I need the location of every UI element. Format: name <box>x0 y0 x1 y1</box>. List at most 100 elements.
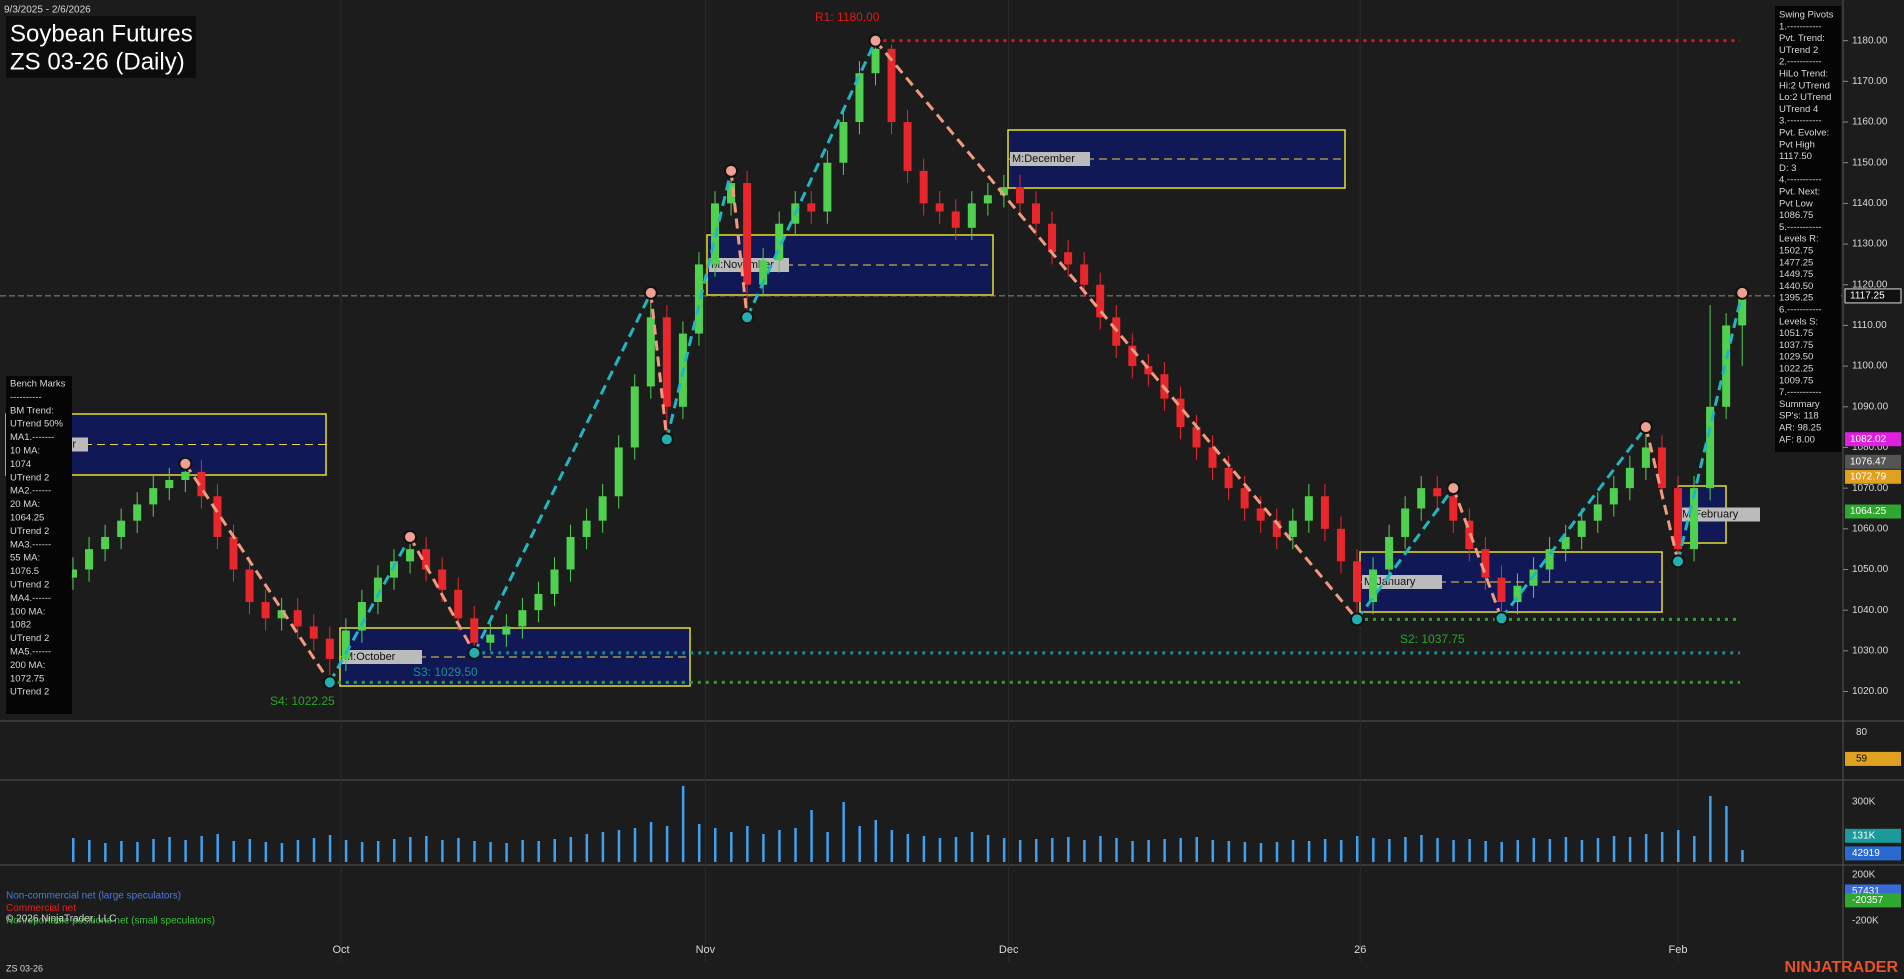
swing-leg <box>649 292 669 440</box>
volume-bar <box>826 832 829 862</box>
candle-body <box>1353 561 1361 603</box>
swing-pivot <box>178 456 193 471</box>
candle-body <box>390 561 398 578</box>
swing-pivot <box>1735 285 1750 300</box>
cot-legend: Commercial net <box>6 903 76 914</box>
candle-body <box>550 569 559 594</box>
price-tag-label: 1064.25 <box>1850 506 1887 517</box>
price-tag <box>1845 454 1901 469</box>
swing-pivot <box>659 432 674 447</box>
swing-pivot-text: Pvt Low <box>1779 198 1813 209</box>
candle-body <box>534 593 543 611</box>
candle-body <box>1096 284 1105 318</box>
osc-tag <box>1845 751 1901 766</box>
candle-body <box>983 195 992 204</box>
candle-body <box>1706 406 1715 489</box>
swing-pivot <box>322 675 337 690</box>
candle-body <box>775 223 784 261</box>
swing-leg <box>665 170 733 440</box>
swing-pivot <box>1494 611 1509 626</box>
swing-pivot-text: Pvt. Evolve: <box>1779 128 1829 139</box>
price-tag-label: 1117.25 <box>1850 291 1885 302</box>
candle-body <box>727 183 736 204</box>
candle-body <box>165 480 174 489</box>
bench-mark-text: MA3.------ <box>10 539 51 550</box>
bench-panel <box>6 376 72 714</box>
volume-bar <box>1436 838 1439 862</box>
level-label: S4: 1022.25 <box>270 694 335 708</box>
bench-mark-text: MA1.------- <box>10 432 54 443</box>
volume-bar <box>1709 796 1712 862</box>
volume-bar <box>393 839 396 862</box>
volume-bar <box>1725 806 1728 862</box>
volume-bar <box>890 830 894 862</box>
volume-tick-label: 300K <box>1852 797 1876 808</box>
swing-pivot <box>403 529 418 544</box>
osc-tick-label: 80 <box>1856 727 1868 738</box>
candle-body <box>1208 447 1217 468</box>
volume-bar <box>617 830 621 862</box>
volume-bar <box>1612 836 1616 862</box>
candle-body <box>614 447 623 497</box>
candle-body <box>1128 345 1137 367</box>
swing-pivot-text: 1009.75 <box>1779 375 1813 386</box>
candle-body <box>1481 549 1490 578</box>
swing-pivot-text: 2.----------- <box>1779 57 1822 68</box>
bench-mark-text: 20 MA: <box>10 499 40 510</box>
cot-legend: Nonreportable positions net (small specu… <box>6 916 215 927</box>
y-tick-label: 1070.00 <box>1852 483 1889 494</box>
candle-body <box>181 471 190 480</box>
volume-tag-label: 42919 <box>1852 848 1880 859</box>
volume-bar <box>1259 843 1263 862</box>
bench-mark-text: 55 MA: <box>10 553 40 564</box>
swing-pivot-text: SP's: 118 <box>1779 411 1819 422</box>
swing-pivot-text: 1022.25 <box>1779 364 1813 375</box>
volume-bar <box>681 786 685 862</box>
volume-bar <box>1741 850 1744 862</box>
candle-body <box>341 630 350 659</box>
bench-mark-text: 10 MA: <box>10 446 40 457</box>
candle-body <box>1738 295 1747 326</box>
candle-body <box>1336 528 1345 562</box>
y-tick-label: 1060.00 <box>1852 523 1889 534</box>
volume-bar <box>1099 836 1102 862</box>
volume-bar <box>906 834 910 862</box>
y-tick-label: 1110.00 <box>1852 320 1887 331</box>
candle-body <box>357 602 366 631</box>
bench-mark-text: 200 MA: <box>10 660 45 671</box>
candle-body <box>1320 496 1329 529</box>
y-tick-label: 1090.00 <box>1852 401 1889 412</box>
bench-mark-text: UTrend 2 <box>10 526 49 537</box>
swing-leg <box>328 536 412 684</box>
y-tick-label: 1130.00 <box>1852 239 1888 250</box>
swing-pivot-text: 1.----------- <box>1779 21 1822 32</box>
candle-body <box>101 536 110 550</box>
candle-body <box>566 536 575 570</box>
candle-body <box>293 610 302 627</box>
swing-pivot-text: 6.----------- <box>1779 305 1822 316</box>
candle-body <box>1674 488 1682 550</box>
candle-body <box>245 569 254 603</box>
candle-body <box>967 203 976 228</box>
swing-pivot-text: Levels R: <box>1779 234 1819 245</box>
title-box <box>6 16 196 78</box>
candle-body <box>406 549 415 562</box>
candle-body <box>903 122 912 171</box>
volume-bar <box>200 836 203 862</box>
candle-body <box>1561 536 1570 550</box>
level-label: S2: 1037.75 <box>1400 632 1465 646</box>
volume-bar <box>328 835 332 862</box>
swing-leg <box>408 536 476 654</box>
bench-mark-text: 1082 <box>10 620 31 631</box>
candle-body <box>1192 427 1201 448</box>
zone-label: M:October <box>344 651 396 663</box>
bench-mark-text: 100 MA: <box>10 606 45 617</box>
candle-body <box>117 520 126 537</box>
candle-body <box>1449 496 1458 521</box>
swing-leg <box>1644 426 1680 562</box>
candle-body <box>470 618 479 643</box>
candle-body <box>1015 187 1024 204</box>
candle-body <box>871 48 880 74</box>
